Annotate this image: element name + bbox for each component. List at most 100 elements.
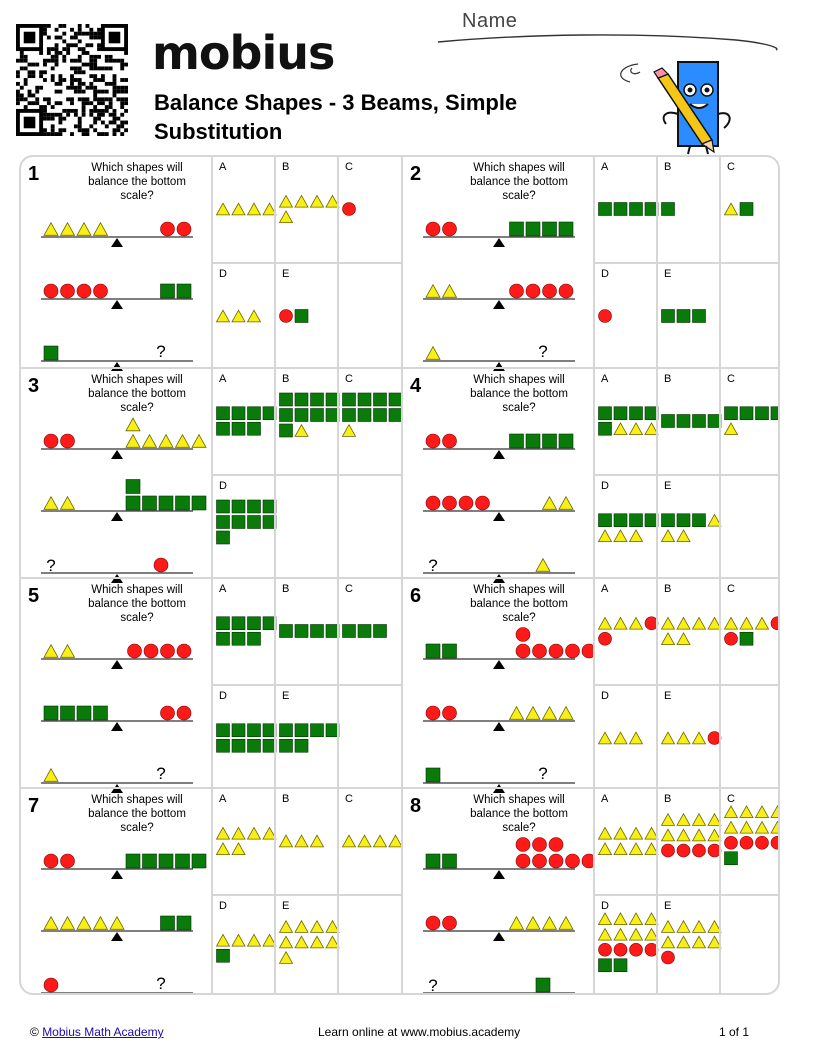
answer-option-a[interactable]: A: [211, 789, 277, 894]
fulcrum-icon: [111, 870, 123, 879]
answer-option-a[interactable]: A: [593, 157, 659, 262]
circle-shape: [661, 950, 675, 965]
academy-link[interactable]: Mobius Math Academy: [42, 1025, 164, 1039]
answer-option-e[interactable]: E: [274, 684, 340, 789]
question-number: 7: [28, 795, 40, 817]
answer-option-a[interactable]: A: [211, 579, 277, 684]
option-label: E: [664, 480, 672, 492]
answer-option-c[interactable]: C: [337, 579, 401, 684]
answer-option-b[interactable]: B: [274, 157, 340, 262]
answer-option-d[interactable]: D: [211, 894, 277, 993]
triangle-shape: [231, 933, 246, 947]
empty-option-cell: [719, 894, 778, 993]
answer-option-c[interactable]: C: [337, 369, 403, 474]
answer-option-d[interactable]: D: [593, 684, 656, 789]
triangle-shape: [613, 422, 628, 435]
triangle-shape: [43, 915, 59, 930]
answer-option-a[interactable]: A: [593, 579, 659, 684]
answer-option-a[interactable]: A: [593, 789, 659, 894]
option-shapes: [723, 616, 778, 646]
circle-shape: [93, 283, 108, 299]
answer-option-e[interactable]: E: [656, 894, 722, 993]
square-shape: [310, 723, 324, 738]
square-shape: [216, 723, 230, 738]
circle-shape: [43, 853, 59, 869]
answer-option-d[interactable]: D: [211, 684, 277, 789]
balance-beam-2: [41, 915, 193, 941]
answer-option-d[interactable]: D: [211, 474, 277, 579]
option-label: B: [282, 793, 290, 805]
name-field[interactable]: [436, 28, 781, 58]
triangle-shape: [278, 919, 294, 933]
answer-option-a[interactable]: A: [211, 157, 277, 262]
balance-beam-3: ?: [423, 556, 575, 583]
triangle-shape: [628, 912, 644, 926]
unknown-mark: ?: [156, 764, 165, 783]
answer-option-e[interactable]: E: [656, 262, 719, 367]
square-shape: [262, 723, 277, 738]
answer-option-e[interactable]: E: [656, 684, 722, 789]
answer-option-d[interactable]: D: [593, 262, 656, 367]
option-shapes: [215, 826, 277, 855]
square-shape: [739, 406, 754, 421]
answer-option-c[interactable]: C: [337, 157, 401, 262]
triangle-shape: [191, 433, 207, 448]
option-shapes: [215, 309, 262, 323]
answer-option-c[interactable]: C: [719, 579, 778, 684]
triangle-shape: [141, 433, 158, 448]
answer-option-d[interactable]: D: [593, 474, 659, 579]
triangle-shape: [278, 194, 294, 208]
square-shape: [373, 392, 387, 407]
square-shape: [191, 495, 207, 511]
triangle-shape: [707, 919, 722, 933]
answer-option-c[interactable]: C: [719, 789, 778, 894]
circle-shape: [548, 853, 564, 869]
answer-option-a[interactable]: A: [211, 369, 277, 474]
square-shape: [707, 414, 722, 428]
circle-shape: [442, 433, 457, 449]
triangle-shape: [76, 915, 92, 930]
balance-beam-1: [423, 433, 575, 459]
fulcrum-icon: [493, 238, 505, 247]
answer-option-b[interactable]: B: [274, 789, 337, 894]
answer-option-b[interactable]: B: [656, 789, 722, 894]
fulcrum-icon: [111, 512, 123, 521]
answer-option-b[interactable]: B: [656, 157, 719, 262]
triangle-shape: [644, 912, 659, 926]
triangle-shape: [628, 422, 644, 435]
circle-shape: [160, 643, 175, 659]
square-shape: [247, 499, 261, 514]
answer-option-e[interactable]: E: [274, 894, 340, 993]
circle-shape: [692, 843, 706, 858]
triangle-shape: [723, 820, 739, 834]
option-shapes: [660, 616, 722, 645]
answer-option-b[interactable]: B: [274, 579, 340, 684]
option-shapes: [723, 202, 754, 216]
square-shape: [262, 406, 277, 421]
circle-shape: [442, 495, 457, 511]
square-shape: [525, 433, 541, 449]
triangle-shape: [691, 616, 707, 630]
answer-option-e[interactable]: E: [656, 474, 722, 579]
footer-page-number: 1 of 1: [719, 1025, 750, 1039]
answer-option-b[interactable]: B: [656, 579, 722, 684]
triangle-shape: [294, 194, 309, 208]
answer-option-e[interactable]: E: [274, 262, 337, 367]
answer-option-a[interactable]: A: [593, 369, 659, 474]
answer-option-d[interactable]: D: [593, 894, 659, 993]
answer-option-c[interactable]: C: [719, 369, 778, 474]
question-prompt: Which shapes will balance the bottom sca…: [470, 162, 568, 202]
triangle-shape: [676, 935, 691, 949]
square-shape: [191, 853, 207, 869]
answer-option-b[interactable]: B: [274, 369, 340, 474]
circle-shape: [176, 221, 192, 237]
triangle-shape: [676, 731, 691, 745]
option-shapes: [216, 499, 277, 545]
answer-option-c[interactable]: C: [719, 157, 778, 262]
question-number: 3: [28, 375, 40, 397]
answer-option-c[interactable]: C: [337, 789, 403, 894]
answer-option-b[interactable]: B: [656, 369, 722, 474]
triangle-shape: [676, 812, 691, 826]
answer-option-d[interactable]: D: [211, 262, 274, 367]
square-shape: [93, 705, 108, 721]
